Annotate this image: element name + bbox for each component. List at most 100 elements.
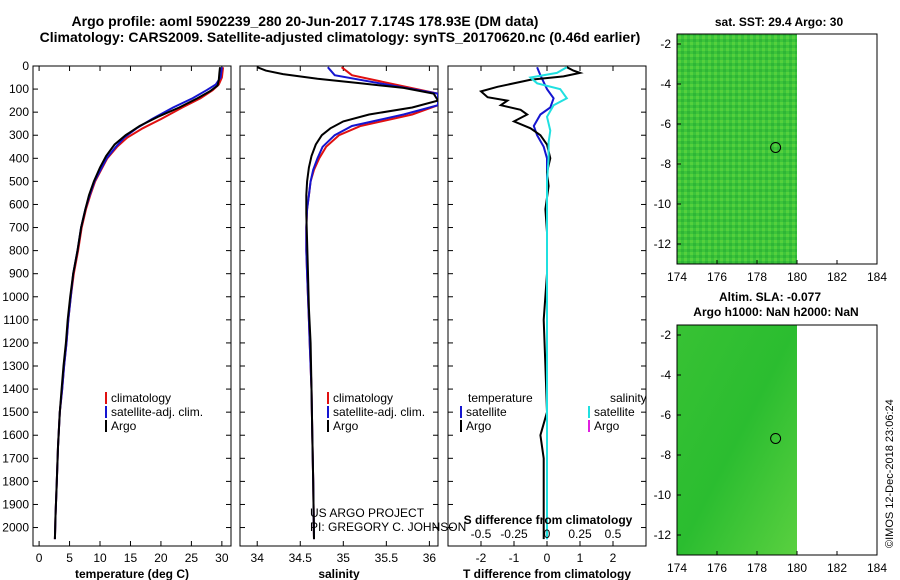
- sst_map-ytick-label: -10: [654, 197, 672, 211]
- difference-series-targo-line: [478, 66, 584, 540]
- sst_map-frame: [676, 33, 878, 265]
- salinity-legend-label: climatology: [333, 391, 393, 405]
- difference-top-tick-label: -0.25: [500, 527, 528, 541]
- header-line2: Climatology: CARS2009. Satellite-adjuste…: [40, 29, 641, 45]
- sla_map-ytick-label: -10: [654, 488, 672, 502]
- temperature-xtick-label: 5: [66, 551, 73, 565]
- difference-xtick-label: -1: [509, 551, 520, 565]
- salinity-xtick-label: 35.5: [375, 551, 399, 565]
- temperature-xtick-label: 10: [93, 551, 107, 565]
- sla_map-xtick-label: 184: [867, 561, 887, 575]
- temperature-ytick-label: 800: [9, 244, 29, 258]
- sla_map-ytick-label: -8: [660, 448, 671, 462]
- salinity-xtick-label: 36: [423, 551, 437, 565]
- sla_map-xtick-label: 180: [787, 561, 807, 575]
- temperature-ytick-label: 1900: [2, 497, 29, 511]
- temperature-ytick-label: 200: [9, 105, 29, 119]
- temperature-xtick-label: 20: [154, 551, 168, 565]
- temperature-panel: 0 5 10 15 20 25 30 temperature (deg C) 0 100 200 30…: [2, 59, 232, 580]
- temperature-xtick-label: 15: [124, 551, 138, 565]
- difference-xtick-label: 0: [544, 551, 551, 565]
- salinity-xtick-label: 34.5: [289, 551, 313, 565]
- temperature-legend-label: Argo: [111, 419, 137, 433]
- difference-panel: -2 -1 0 1 2 T difference from climatology -0.5…: [447, 65, 647, 580]
- temperature-ytick-label: 1100: [3, 313, 29, 327]
- temperature-ytick-label: 1500: [2, 405, 29, 419]
- temperature-series-argo-line: [53, 67, 221, 540]
- credit-pi: PI: GREGORY C. JOHNSON: [310, 520, 466, 534]
- sst-map-title: sat. SST: 29.4 Argo: 30: [715, 15, 844, 29]
- diff-legend-t-label: Argo: [466, 419, 492, 433]
- sst_map-ytick-label: -4: [660, 77, 671, 91]
- temperature-ytick-label: 1600: [2, 428, 29, 442]
- diff-legend-s-label: Argo: [594, 419, 620, 433]
- sst_map-xtick-label: 182: [827, 270, 847, 284]
- diff-legend-temperature-title: temperature: [468, 391, 533, 405]
- temperature-ytick-label: 1400: [2, 382, 29, 396]
- sla_map-field: [677, 325, 797, 555]
- difference-top-tick-label: 0.5: [605, 527, 622, 541]
- salinity-series-argo-line: [256, 66, 438, 540]
- sla_map-ytick-label: -6: [660, 408, 671, 422]
- temperature-ytick-label: 1300: [2, 359, 29, 373]
- difference-top-xlabel: S difference from climatology: [464, 513, 633, 527]
- difference-xtick-label: 1: [577, 551, 584, 565]
- difference-top-tick-label: 0: [544, 527, 551, 541]
- temperature-xtick-label: 25: [185, 551, 199, 565]
- sst_map-xtick-label: 176: [707, 270, 727, 284]
- temperature-ytick-label: 1700: [2, 451, 29, 465]
- sst_map-ytick-label: -6: [660, 117, 671, 131]
- sla_map-ytick-label: -2: [660, 328, 671, 342]
- temperature-ytick-label: 600: [9, 197, 29, 211]
- sst_map-xtick-label: 178: [747, 270, 767, 284]
- salinity-legend-label: satellite-adj. clim.: [333, 405, 425, 419]
- temperature-ytick-label: 100: [9, 82, 29, 96]
- sst-map-panel: 174 176 178 180 182 184 -2 -4 -6 -8 -10 -12 sat. SST…: [654, 15, 888, 284]
- temperature-legend-label: satellite-adj. clim.: [111, 405, 203, 419]
- temperature-ytick-label: 1200: [2, 336, 29, 350]
- temperature-ytick-label: 500: [9, 174, 29, 188]
- sst_map-ytick-label: -8: [660, 157, 671, 171]
- credit-imos: ©IMOS 12-Dec-2018 23:06:24: [884, 399, 896, 548]
- difference-top-tick-label: -0.5: [471, 527, 492, 541]
- salinity-xtick-label: 35: [337, 551, 351, 565]
- sla_map-xtick-label: 178: [747, 561, 767, 575]
- difference-top-tick-label: 0.25: [568, 527, 592, 541]
- diff-legend-s-label: satellite: [594, 405, 635, 419]
- sst_map-xtick-label: 184: [867, 270, 887, 284]
- diff-legend-salinity-title: salinity: [610, 391, 647, 405]
- temperature-xtick-label: 0: [36, 551, 43, 565]
- sla_map-xtick-label: 176: [707, 561, 727, 575]
- salinity-frame: [239, 65, 439, 547]
- difference-xtick-label: -2: [476, 551, 487, 565]
- temperature-ytick-label: 2000: [2, 521, 29, 535]
- difference-series-ssatellite-line: [528, 66, 569, 540]
- sst_map-float-marker: [770, 141, 782, 153]
- header-line1: Argo profile: aoml 5902239_280 20-Jun-20…: [72, 13, 539, 29]
- difference-xlabel: T difference from climatology: [463, 567, 631, 580]
- temperature-ytick-label: 700: [9, 221, 29, 235]
- sst_map-field: [677, 34, 797, 264]
- diff-legend-t-label: satellite: [466, 405, 507, 419]
- temperature-legend-label: climatology: [111, 391, 171, 405]
- salinity-xtick-label: 34: [251, 551, 265, 565]
- sla_map-xtick-label: 174: [667, 561, 687, 575]
- sla_map-xtick-label: 182: [827, 561, 847, 575]
- sst_map-ytick-label: -2: [660, 37, 671, 51]
- temperature-ytick-label: 400: [9, 151, 29, 165]
- sla_map-float-marker: [770, 432, 782, 444]
- temperature-ytick-label: 1000: [2, 290, 29, 304]
- salinity-legend-label: Argo: [333, 419, 359, 433]
- temperature-xlabel: temperature (deg C): [75, 567, 189, 580]
- temperature-ytick-label: 0: [22, 59, 29, 73]
- temperature-ytick-label: 1800: [2, 474, 29, 488]
- sla-map-subtitle: Argo h1000: NaN h2000: NaN: [693, 305, 858, 319]
- temperature-frame: [32, 65, 232, 547]
- sst_map-ytick-label: -12: [654, 237, 672, 251]
- credit-project: US ARGO PROJECT: [310, 506, 425, 520]
- difference-xtick-label: 2: [610, 551, 617, 565]
- sla_map-ytick-label: -4: [660, 368, 671, 382]
- sla_map-ytick-label: -12: [654, 528, 672, 542]
